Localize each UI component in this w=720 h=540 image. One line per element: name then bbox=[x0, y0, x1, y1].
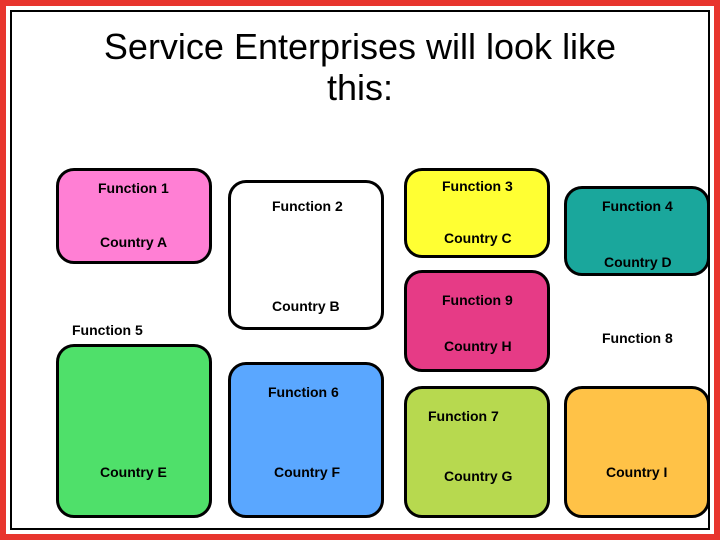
label-country-h: Country H bbox=[444, 338, 512, 354]
label-country-g: Country G bbox=[444, 468, 512, 484]
label-country-e: Country E bbox=[100, 464, 167, 480]
title-line2: this: bbox=[327, 67, 393, 108]
inner-frame: Service Enterprises will look like this:… bbox=[10, 10, 710, 530]
label-function-9: Function 9 bbox=[442, 292, 513, 308]
label-country-d: Country D bbox=[604, 254, 672, 270]
box-country-i bbox=[564, 386, 710, 518]
box-country-e bbox=[56, 344, 212, 518]
box-country-h bbox=[404, 270, 550, 372]
page-title: Service Enterprises will look like this: bbox=[12, 26, 708, 109]
label-function-4: Function 4 bbox=[602, 198, 673, 214]
label-country-b: Country B bbox=[272, 298, 340, 314]
box-country-g bbox=[404, 386, 550, 518]
label-country-i: Country I bbox=[606, 464, 667, 480]
title-line1: Service Enterprises will look like bbox=[104, 26, 616, 67]
label-country-c: Country C bbox=[444, 230, 512, 246]
outer-frame: Service Enterprises will look like this:… bbox=[0, 0, 720, 540]
label-function-3: Function 3 bbox=[442, 178, 513, 194]
label-country-f: Country F bbox=[274, 464, 340, 480]
label-function-1: Function 1 bbox=[98, 180, 169, 196]
label-function-8: Function 8 bbox=[602, 330, 673, 346]
label-function-2: Function 2 bbox=[272, 198, 343, 214]
label-function-5: Function 5 bbox=[72, 322, 143, 338]
label-function-7: Function 7 bbox=[428, 408, 499, 424]
label-country-a: Country A bbox=[100, 234, 167, 250]
label-function-6: Function 6 bbox=[268, 384, 339, 400]
